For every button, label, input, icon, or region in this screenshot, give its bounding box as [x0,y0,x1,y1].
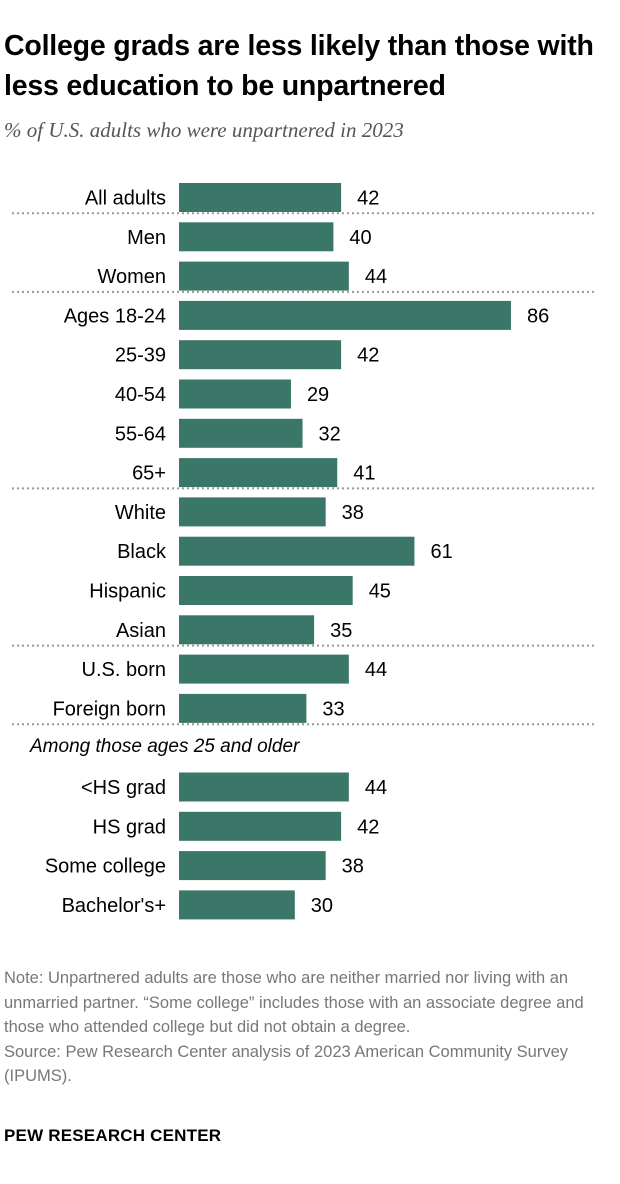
data-label: 86 [527,305,549,327]
note-text: Note: Unpartnered adults are those who a… [4,969,584,1036]
bar [179,340,342,370]
data-label: 44 [365,659,387,681]
bar [179,458,338,488]
bar [179,183,342,212]
data-label: 38 [342,856,364,878]
category-label: Bachelor's+ [62,895,166,917]
category-label: 25-39 [115,345,166,367]
bar [179,890,295,920]
data-label: 38 [342,502,364,524]
category-label: Foreign born [53,698,166,720]
bar-chart: All adults 42 Men 40 Women 44 Ages 18-24 86 25-3… [12,183,596,920]
bar [179,418,303,448]
category-label: Women [97,266,166,288]
category-label: <HS grad [81,777,166,799]
category-label: White [115,502,166,524]
data-label: 42 [357,188,379,210]
bar [179,576,353,605]
data-label: 42 [357,816,379,838]
group-heading: Among those ages 25 and older [29,736,300,757]
bar [179,654,349,684]
data-label: 44 [365,777,387,799]
bar [179,772,349,802]
category-label: 65+ [132,463,166,485]
chart-subtitle: % of U.S. adults who were unpartnered in… [4,118,404,142]
bar [179,615,315,645]
data-label: 41 [353,463,375,485]
category-label: HS grad [93,816,166,838]
category-label: All adults [85,188,166,210]
bar [179,261,349,291]
bar [179,300,511,330]
data-label: 61 [430,541,452,563]
footnote: Note: Unpartnered adults are those who a… [4,966,604,1089]
category-label: Asian [116,620,166,642]
bar [179,693,307,723]
category-label: U.S. born [82,659,166,681]
data-label: 44 [365,266,387,288]
data-label: 40 [349,227,371,249]
data-label: 35 [330,620,352,642]
bar [179,536,415,566]
data-label: 45 [369,581,391,603]
data-label: 29 [307,384,329,406]
chart-title: College grads are less likely than those… [4,30,594,102]
bar [179,497,326,527]
bar [179,811,342,841]
category-label: 40-54 [115,384,166,406]
bar [179,222,334,252]
data-label: 32 [319,423,341,445]
source-text: Source: Pew Research Center analysis of … [4,1042,569,1086]
category-label: 55-64 [115,423,166,445]
category-label: Ages 18-24 [64,305,166,327]
bar [179,379,291,409]
category-label: Men [127,227,166,249]
brand-logo-text: PEW RESEARCH CENTER [4,1126,222,1145]
category-label: Black [117,541,167,563]
bar [179,851,326,881]
data-label: 33 [322,698,344,720]
category-label: Hispanic [89,581,166,603]
category-label: Some college [45,856,166,878]
data-label: 42 [357,345,379,367]
data-label: 30 [311,895,333,917]
